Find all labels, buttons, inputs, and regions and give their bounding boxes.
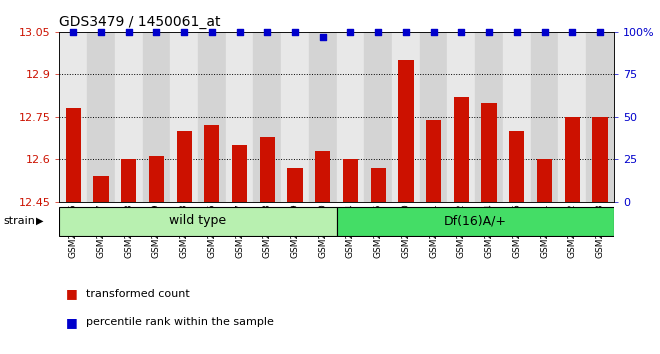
Bar — [481, 103, 497, 202]
Bar — [259, 137, 275, 202]
Bar — [176, 131, 192, 202]
Point — [401, 29, 411, 35]
Bar — [398, 60, 414, 202]
Bar — [65, 108, 81, 202]
Bar — [121, 159, 137, 202]
Bar — [143, 32, 170, 202]
Bar — [453, 97, 469, 202]
Bar — [309, 32, 337, 202]
Bar — [392, 32, 420, 202]
Bar — [364, 32, 392, 202]
Point — [456, 29, 467, 35]
Bar — [337, 207, 614, 236]
Text: ▶: ▶ — [36, 216, 44, 226]
Text: ■: ■ — [66, 316, 78, 329]
Bar — [447, 32, 475, 202]
Bar — [170, 32, 198, 202]
Bar — [503, 32, 531, 202]
Point — [123, 29, 134, 35]
Bar — [232, 145, 248, 202]
Text: strain: strain — [3, 216, 35, 226]
Bar — [592, 117, 608, 202]
Bar — [475, 32, 503, 202]
Point — [96, 29, 106, 35]
Bar — [226, 32, 253, 202]
Point — [373, 29, 383, 35]
Bar — [287, 168, 303, 202]
Bar — [564, 117, 580, 202]
Text: ■: ■ — [66, 287, 78, 300]
Point — [290, 29, 300, 35]
Bar — [537, 159, 552, 202]
Point — [317, 34, 328, 40]
Bar — [59, 207, 337, 236]
Bar — [87, 32, 115, 202]
Point — [179, 29, 189, 35]
Bar — [59, 32, 87, 202]
Point — [207, 29, 217, 35]
Bar — [204, 125, 220, 202]
Point — [345, 29, 356, 35]
Bar — [315, 151, 331, 202]
Bar — [531, 32, 558, 202]
Bar — [558, 32, 586, 202]
Point — [484, 29, 494, 35]
Point — [68, 29, 79, 35]
Point — [262, 29, 273, 35]
Bar — [115, 32, 143, 202]
Point — [595, 29, 605, 35]
Point — [567, 29, 578, 35]
Bar — [420, 32, 447, 202]
Text: percentile rank within the sample: percentile rank within the sample — [86, 317, 274, 327]
Bar — [93, 176, 109, 202]
Bar — [370, 168, 386, 202]
Bar — [198, 32, 226, 202]
Bar — [148, 156, 164, 202]
Text: GDS3479 / 1450061_at: GDS3479 / 1450061_at — [59, 16, 221, 29]
Bar — [509, 131, 525, 202]
Bar — [343, 159, 358, 202]
Bar — [337, 32, 364, 202]
Bar — [253, 32, 281, 202]
Point — [428, 29, 439, 35]
Point — [539, 29, 550, 35]
Bar — [281, 32, 309, 202]
Point — [512, 29, 522, 35]
Point — [234, 29, 245, 35]
Text: transformed count: transformed count — [86, 289, 189, 299]
Text: Df(16)A/+: Df(16)A/+ — [444, 214, 507, 227]
Text: wild type: wild type — [170, 214, 226, 227]
Bar — [586, 32, 614, 202]
Bar — [426, 120, 442, 202]
Point — [151, 29, 162, 35]
